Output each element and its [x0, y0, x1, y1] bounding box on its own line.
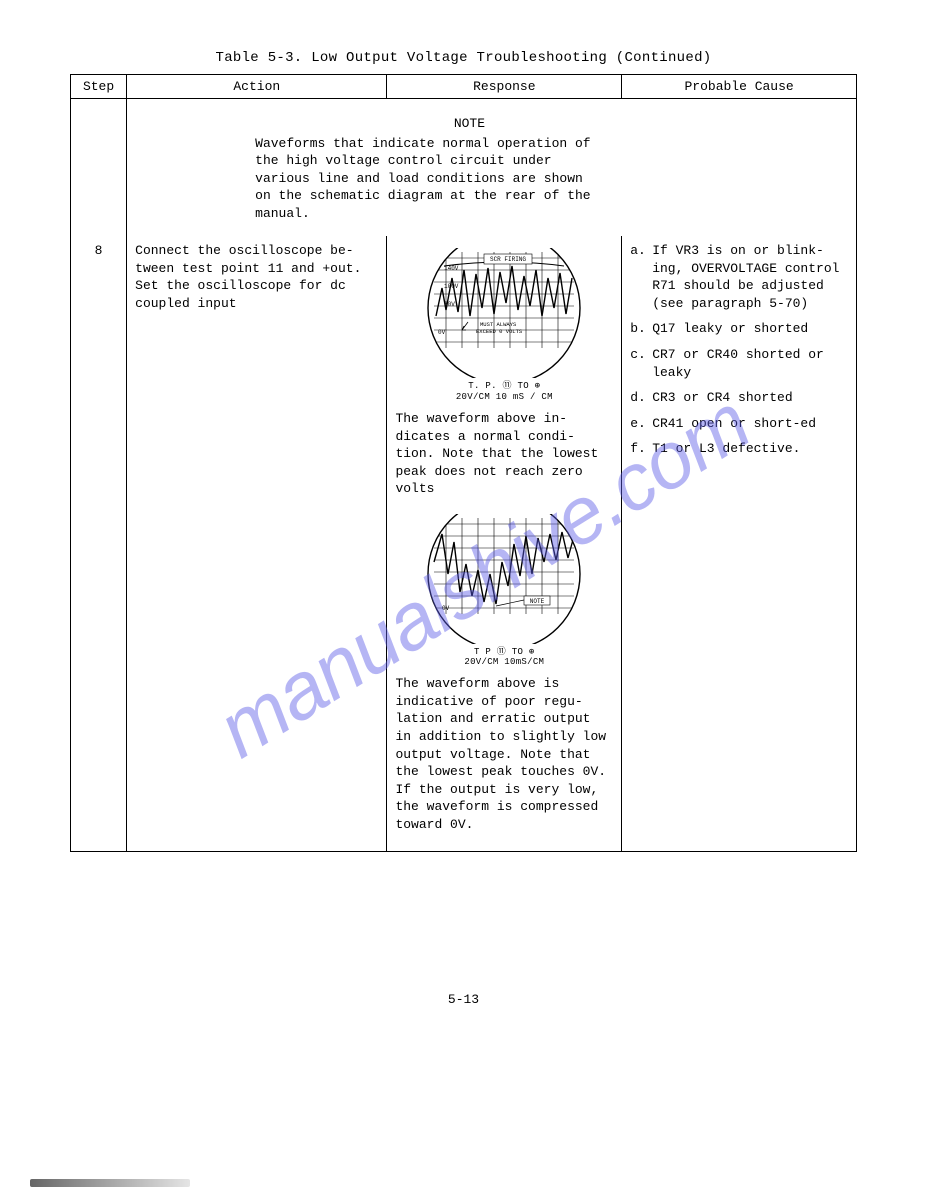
scope-diagram-2: NOTE 0V T P ⑪ TO ⊕ 20V/CM 10mS/CM — [395, 514, 613, 668]
cause-letter: b. — [630, 320, 652, 338]
svg-text:100V: 100V — [444, 283, 459, 290]
scope1-caption-2: 20V/CM 10 mS / CM — [456, 392, 553, 402]
cause-text: CR7 or CR40 shorted or leaky — [652, 346, 848, 381]
svg-text:NOTE: NOTE — [530, 598, 545, 605]
scope2-caption-1: T P ⑪ TO ⊕ — [474, 647, 535, 657]
cause-text: If VR3 is on or blink-ing, OVERVOLTAGE c… — [652, 242, 848, 312]
cause-letter: d. — [630, 389, 652, 407]
scope-diagram-1: SCR FIRING 140V 100V 60V 0V MUST ALWAYS … — [395, 248, 613, 402]
table-title: Table 5-3. Low Output Voltage Troublesho… — [70, 50, 857, 66]
svg-text:MUST ALWAYS: MUST ALWAYS — [480, 321, 517, 328]
note-text: Waveforms that indicate normal operation… — [255, 135, 594, 223]
probable-cause-list: a.If VR3 is on or blink-ing, OVERVOLTAGE… — [630, 242, 848, 457]
svg-text:0V: 0V — [442, 605, 450, 612]
scan-artifact — [30, 1179, 190, 1187]
header-action: Action — [127, 75, 387, 99]
svg-text:0V: 0V — [438, 329, 446, 336]
scope2-description: The waveform above is indicative of poor… — [395, 675, 613, 833]
svg-text:EXCEED 0 VOLTS: EXCEED 0 VOLTS — [476, 328, 523, 335]
cause-text: Q17 leaky or shorted — [652, 320, 848, 338]
note-heading: NOTE — [255, 115, 594, 133]
svg-text:140V: 140V — [444, 265, 459, 272]
step-number: 8 — [71, 236, 127, 852]
page-number: 5-13 — [70, 992, 857, 1007]
cause-letter: e. — [630, 415, 652, 433]
cause-letter: a. — [630, 242, 652, 312]
scope1-description: The waveform above in-dicates a normal c… — [395, 410, 613, 498]
cause-letter: f. — [630, 440, 652, 458]
troubleshooting-table: Step Action Response Probable Cause NOTE… — [70, 74, 857, 852]
step-action: Connect the oscilloscope be-tween test p… — [127, 236, 387, 852]
cause-letter: c. — [630, 346, 652, 381]
cause-text: CR3 or CR4 shorted — [652, 389, 848, 407]
svg-text:60V: 60V — [444, 301, 455, 308]
header-step: Step — [71, 75, 127, 99]
cause-text: T1 or L3 defective. — [652, 440, 848, 458]
svg-text:SCR FIRING: SCR FIRING — [490, 256, 526, 263]
header-cause: Probable Cause — [622, 75, 857, 99]
scope1-caption-1: T. P. ⑪ TO ⊕ — [468, 381, 540, 391]
cause-text: CR41 open or short-ed — [652, 415, 848, 433]
header-response: Response — [387, 75, 622, 99]
scope2-caption-2: 20V/CM 10mS/CM — [464, 657, 544, 667]
